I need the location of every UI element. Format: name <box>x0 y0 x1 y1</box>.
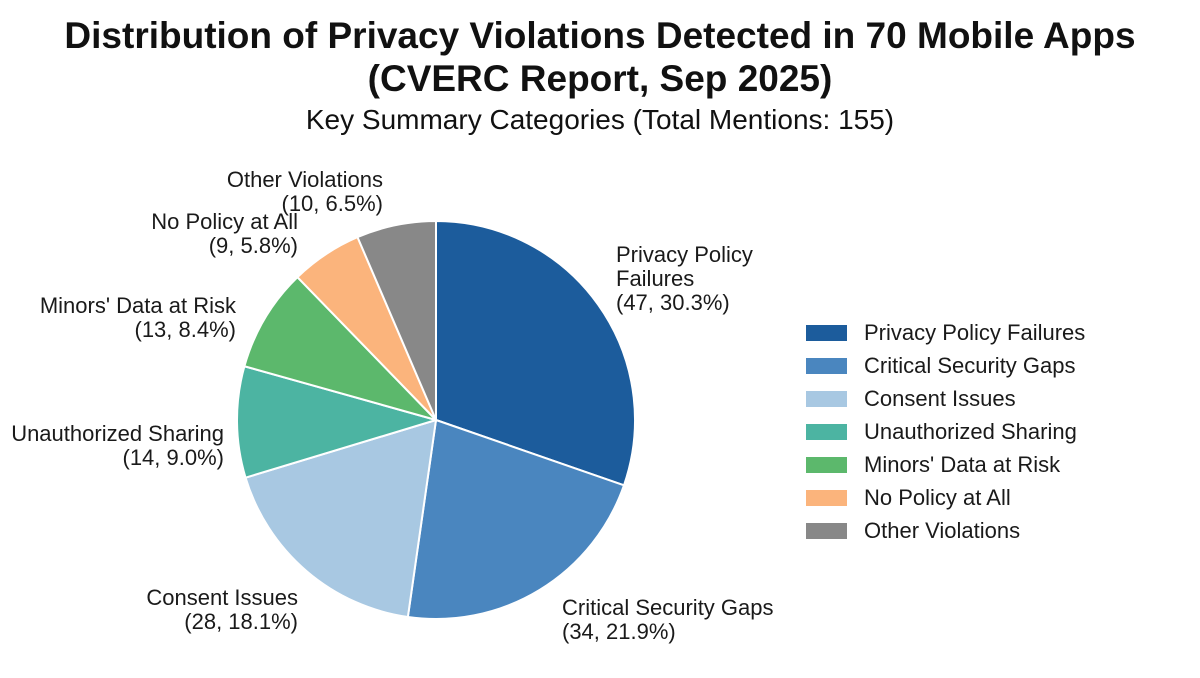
slice-label-line: (9, 5.8%) <box>209 233 298 258</box>
chart-title-line-1: Distribution of Privacy Violations Detec… <box>64 15 1136 56</box>
slice-label-line: Privacy Policy <box>616 242 753 267</box>
legend-item: Minors' Data at Risk <box>806 448 1186 481</box>
slice-label-line: Minors' Data at Risk <box>40 293 237 318</box>
slice-label-no-policy-at-all: No Policy at All (9, 5.8%) <box>151 209 298 258</box>
chart-subtitle: Key Summary Categories (Total Mentions: … <box>305 104 895 135</box>
legend-swatch <box>806 390 847 407</box>
pie-slice-unauthorized-sharing <box>236 365 437 479</box>
legend-label: No Policy at All <box>864 484 1011 510</box>
slice-label-critical-security-gaps: Critical Security Gaps (34, 21.9%) <box>562 595 774 644</box>
slice-label-other-violations: Other Violations (10, 6.5%) <box>227 167 383 216</box>
pie-slice-privacy-policy-failures <box>435 220 636 487</box>
legend-label: Minors' Data at Risk <box>864 451 1061 477</box>
slice-label-line: (14, 9.0%) <box>123 445 225 470</box>
slice-label-line: Failures <box>616 266 694 291</box>
slice-label-line: Other Violations <box>227 167 383 192</box>
legend-swatch <box>806 522 847 539</box>
legend-item: Unauthorized Sharing <box>806 415 1186 448</box>
legend-label: Unauthorized Sharing <box>864 418 1077 444</box>
slice-label-minors-data-at-risk: Minors' Data at Risk (13, 8.4%) <box>40 293 237 342</box>
pie-slice-consent-issues <box>244 419 437 618</box>
slice-label-line: No Policy at All <box>151 209 298 234</box>
legend-item: Critical Security Gaps <box>806 349 1186 382</box>
legend-item: Consent Issues <box>806 382 1186 415</box>
slice-label-line: (47, 30.3%) <box>616 290 730 315</box>
chart-legend: Privacy Policy Failures Critical Security… <box>806 316 1186 547</box>
chart-title-line-2: (CVERC Report, Sep 2025) <box>367 58 833 99</box>
legend-label: Critical Security Gaps <box>864 352 1076 378</box>
legend-item: Other Violations <box>806 514 1186 547</box>
slice-label-line: Unauthorized Sharing <box>11 421 224 446</box>
legend-item: Privacy Policy Failures <box>806 316 1186 349</box>
legend-swatch <box>806 357 847 374</box>
legend-swatch <box>806 456 847 473</box>
slice-labels: Privacy Policy Failures (47, 30.3%) Critica… <box>11 167 773 644</box>
legend-label: Consent Issues <box>864 385 1016 411</box>
pie-slice-critical-security-gaps <box>406 419 625 620</box>
legend-swatch <box>806 489 847 506</box>
slice-label-line: (13, 8.4%) <box>135 317 237 342</box>
legend-swatch <box>806 324 847 341</box>
slice-label-unauthorized-sharing: Unauthorized Sharing (14, 9.0%) <box>11 421 224 470</box>
slice-label-consent-issues: Consent Issues (28, 18.1%) <box>146 585 298 634</box>
pie-slice-other-violations <box>356 220 437 421</box>
legend-item: No Policy at All <box>806 481 1186 514</box>
legend-swatch <box>806 423 847 440</box>
slice-label-line: Consent Issues <box>146 585 298 610</box>
legend-label: Other Violations <box>864 517 1021 543</box>
slice-label-privacy-policy-failures: Privacy Policy Failures (47, 30.3%) <box>616 242 753 315</box>
pie-slices <box>236 220 636 620</box>
slice-label-line: (10, 6.5%) <box>282 191 384 216</box>
pie-slice-minors-data-at-risk <box>243 276 437 421</box>
slice-label-line: (34, 21.9%) <box>562 619 676 644</box>
legend-label: Privacy Policy Failures <box>864 319 1086 345</box>
chart-header: Distribution of Privacy Violations Detec… <box>0 14 1200 138</box>
slice-label-line: (28, 18.1%) <box>184 609 298 634</box>
slice-label-line: Critical Security Gaps <box>562 595 774 620</box>
